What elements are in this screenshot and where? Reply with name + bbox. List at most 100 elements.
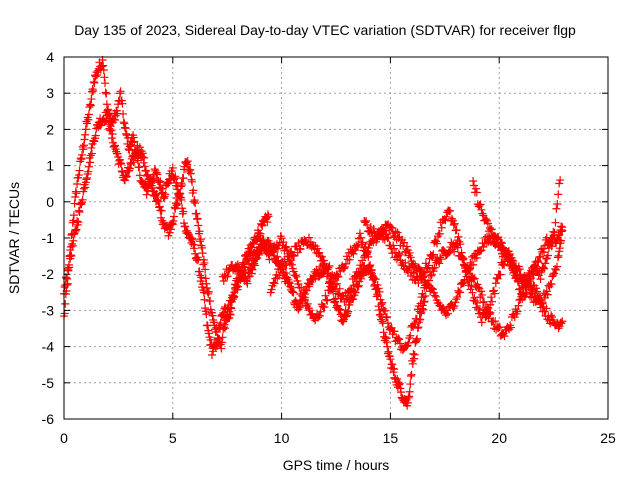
- data-point: [303, 299, 312, 308]
- data-point: [476, 200, 485, 209]
- data-point: [300, 235, 309, 244]
- data-point: [456, 240, 465, 249]
- data-point: [377, 300, 386, 309]
- data-point: [386, 222, 395, 231]
- data-point: [310, 314, 319, 323]
- data-point: [484, 304, 493, 313]
- data-point: [188, 235, 197, 244]
- data-point: [189, 244, 198, 253]
- data-point: [437, 255, 446, 264]
- data-point: [473, 298, 482, 307]
- data-point: [103, 106, 112, 115]
- data-point: [366, 261, 375, 270]
- x-tick-label: 20: [491, 430, 507, 446]
- data-point: [129, 133, 138, 142]
- data-point: [345, 255, 354, 264]
- data-point: [170, 174, 179, 183]
- y-tick-label: 1: [46, 158, 54, 174]
- data-point: [282, 260, 291, 269]
- data-point: [130, 137, 139, 146]
- data-point: [334, 304, 343, 313]
- data-point: [73, 180, 82, 188]
- data-point: [154, 197, 163, 206]
- data-point: [356, 233, 365, 242]
- data-point: [548, 238, 557, 247]
- data-point: [76, 199, 85, 208]
- data-point: [115, 155, 124, 164]
- data-point: [324, 263, 333, 272]
- data-point: [430, 263, 439, 272]
- data-point: [345, 300, 354, 309]
- data-point: [340, 264, 349, 273]
- data-point: [289, 252, 298, 261]
- data-point: [174, 190, 183, 199]
- data-point: [186, 165, 195, 174]
- data-point: [64, 263, 73, 272]
- data-point: [294, 279, 303, 288]
- data-point: [409, 259, 418, 268]
- data-point: [516, 289, 525, 298]
- data-point: [354, 282, 363, 291]
- data-point: [299, 289, 308, 298]
- data-point: [213, 333, 222, 342]
- data-point: [186, 169, 195, 178]
- y-tick-label: -6: [42, 411, 55, 427]
- data-point: [546, 237, 555, 246]
- data-point: [322, 295, 331, 304]
- data-point: [217, 344, 226, 353]
- data-point: [110, 116, 119, 125]
- y-tick-label: -1: [42, 230, 55, 246]
- data-point: [100, 73, 109, 82]
- data-point: [542, 287, 551, 296]
- data-point: [500, 246, 509, 255]
- data-point: [407, 370, 416, 379]
- data-point: [513, 307, 522, 316]
- data-point: [196, 271, 205, 280]
- grid-lines: [64, 57, 608, 419]
- series-track-f: [469, 176, 567, 308]
- data-point: [118, 99, 127, 108]
- data-point: [487, 293, 496, 302]
- data-point: [495, 323, 504, 332]
- data-point: [72, 225, 81, 234]
- data-point: [534, 258, 543, 267]
- data-point: [510, 261, 519, 270]
- data-point: [321, 291, 330, 300]
- data-point: [268, 248, 277, 257]
- data-point: [351, 271, 360, 280]
- data-point: [355, 270, 364, 279]
- data-point: [172, 201, 181, 210]
- data-point: [410, 320, 419, 329]
- data-point: [107, 126, 116, 135]
- data-point: [287, 283, 296, 292]
- data-point: [158, 216, 167, 225]
- data-point: [555, 179, 564, 188]
- data-point: [358, 238, 367, 247]
- data-point: [216, 319, 225, 328]
- data-point: [189, 197, 198, 206]
- data-point: [125, 166, 134, 175]
- data-point: [526, 270, 535, 279]
- data-point: [87, 143, 96, 152]
- data-point: [170, 212, 179, 221]
- data-point: [190, 240, 199, 249]
- data-point: [392, 255, 401, 264]
- data-point: [552, 204, 561, 213]
- data-point: [449, 221, 458, 230]
- data-point: [553, 199, 562, 208]
- data-point: [157, 206, 166, 215]
- data-point: [304, 304, 313, 313]
- data-point: [288, 250, 297, 259]
- data-point: [557, 227, 566, 236]
- x-tick-label: 5: [169, 430, 177, 446]
- data-point: [409, 349, 418, 358]
- data-point: [83, 119, 92, 128]
- data-point: [66, 251, 75, 260]
- data-point: [193, 215, 202, 224]
- data-point: [454, 286, 463, 295]
- data-point: [122, 173, 131, 182]
- data-point: [247, 243, 256, 252]
- data-point: [102, 100, 111, 109]
- data-point: [183, 226, 192, 235]
